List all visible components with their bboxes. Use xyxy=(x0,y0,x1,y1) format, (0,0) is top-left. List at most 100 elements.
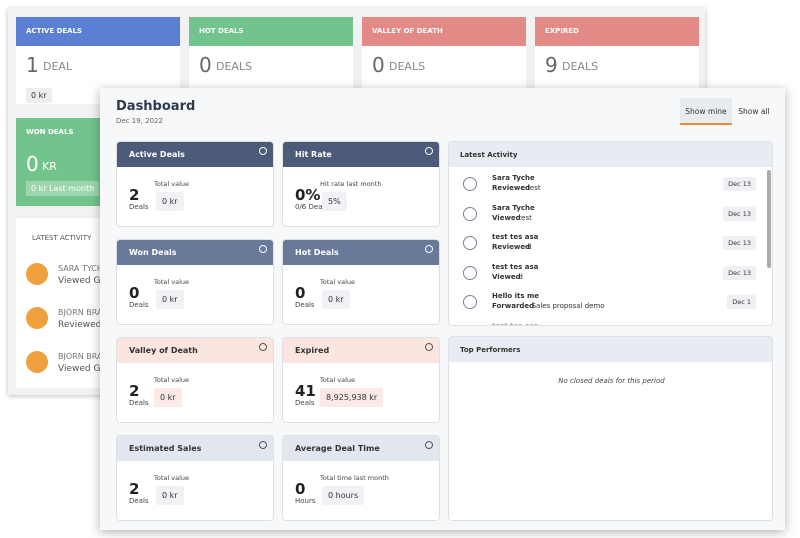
avatar-icon xyxy=(26,307,48,329)
activity-icon xyxy=(463,324,477,325)
metric-sub-value: 0 hours xyxy=(322,486,365,505)
tile-count: 1 xyxy=(26,53,39,77)
metric-unit: Deals xyxy=(129,497,149,505)
metric-tile[interactable]: Estimated Sales 2 Deals Total value 0 kr xyxy=(116,435,274,521)
metric-header: Estimated Sales xyxy=(117,436,273,461)
metric-sub-label: Total value xyxy=(154,180,190,188)
activity-icon xyxy=(463,236,477,250)
metric-tile[interactable]: Average Deal Time 0 Hours Total time last m… xyxy=(282,435,440,521)
activity-panel: Latest Activity Sara Tyche Reviewed test Dec… xyxy=(448,141,773,326)
activity-action: Viewed Glo xyxy=(58,276,109,286)
tile-amount: 0 kr xyxy=(26,88,52,103)
activity-name: SARA TYCHE xyxy=(58,264,108,273)
metric-tile[interactable]: Expired 41 Deals Total value 8,925,938 kr xyxy=(282,337,440,423)
metric-sub-label: Total time last month xyxy=(320,474,389,482)
info-icon xyxy=(259,245,267,253)
activity-object: test xyxy=(518,213,532,222)
tab[interactable]: Show all xyxy=(738,107,770,116)
metric-sub-value: 0 kr xyxy=(154,388,182,407)
metric-value: 2 xyxy=(129,186,140,204)
panel-header: Latest Activity xyxy=(449,142,772,167)
metric-sub-value: 0 kr xyxy=(156,192,184,211)
metric-sub-label: Total value xyxy=(320,376,356,384)
metric-sub-label: Total value xyxy=(154,474,190,482)
info-icon xyxy=(425,245,433,253)
info-icon xyxy=(259,441,267,449)
tile-unit: KR xyxy=(42,160,57,173)
tab[interactable]: Show mine xyxy=(680,98,732,125)
activity-date: Dec 13 xyxy=(723,236,756,250)
metric-sub-value: 0 kr xyxy=(156,290,184,309)
activity-name: Hello its me xyxy=(492,292,540,300)
activity-action: Viewed xyxy=(492,272,521,281)
metric-unit: 0/6 Deals xyxy=(295,203,329,211)
metric-value: 0 xyxy=(129,284,140,302)
top-performers-panel: Top Performers No closed deals for this p… xyxy=(448,336,773,521)
activity-icon xyxy=(463,265,477,280)
activity-name: test tes asa xyxy=(492,233,539,241)
date: Dec 19, 2022 xyxy=(116,117,163,125)
activity-action: Viewed Glo xyxy=(58,364,109,374)
info-icon xyxy=(425,343,433,351)
metric-value: 2 xyxy=(129,382,140,400)
tile-unit: DEAL xyxy=(43,60,73,73)
metric-header: Active Deals xyxy=(117,142,273,167)
metric-value: 2 xyxy=(129,480,140,498)
activity-date: Dec 13 xyxy=(723,265,756,280)
tile-count: 0 xyxy=(199,53,212,77)
metric-tile[interactable]: Hit Rate 0% 0/6 Deals Hit rate last month 5% xyxy=(282,141,440,227)
activity-name: BJÖRN BRAT xyxy=(58,352,107,361)
tile-header: EXPIRED xyxy=(535,17,699,46)
activity-name: test tes asa xyxy=(492,262,539,271)
activity-icon xyxy=(463,206,477,221)
info-icon xyxy=(425,147,433,155)
activity-icon xyxy=(463,295,477,309)
metric-sub-label: Total value xyxy=(320,278,356,286)
metric-sub-label: Hit rate last month xyxy=(320,180,382,188)
info-icon xyxy=(259,147,267,155)
scrollbar xyxy=(767,170,771,268)
tile-unit: DEALS xyxy=(562,60,599,73)
tile-header: HOT DEALS xyxy=(189,17,353,46)
metric-sub-label: Total value xyxy=(154,376,190,384)
metric-value: 0 xyxy=(295,480,306,498)
metric-value: 41 xyxy=(295,382,316,400)
metric-unit: Hours xyxy=(295,497,316,505)
deal-tile[interactable]: ACTIVE DEALS 1 DEAL 0 kr xyxy=(16,17,180,104)
dashboard-card: Dashboard Dec 19, 2022 Show mine Show al… xyxy=(100,88,785,530)
metric-header: Average Deal Time xyxy=(283,436,439,461)
activity-action: Reviewed xyxy=(492,243,531,251)
metric-header: Valley of Death xyxy=(117,338,273,363)
tile-count: 0 xyxy=(26,152,39,176)
panel-header: Top Performers xyxy=(449,337,772,362)
activity-date: Dec 1 xyxy=(727,295,756,309)
activity-icon xyxy=(463,177,477,191)
info-icon xyxy=(259,343,267,351)
metric-sub-value: 0 kr xyxy=(322,290,350,309)
metric-sub-value: 5% xyxy=(322,192,347,211)
activity-name: Sara Tyche xyxy=(492,174,535,182)
metric-value: 0 xyxy=(295,284,306,302)
empty-message: No closed deals for this period xyxy=(558,377,665,385)
activity-object: d xyxy=(518,272,523,281)
metric-tile[interactable]: Active Deals 2 Deals Total value 0 kr xyxy=(116,141,274,227)
metric-sub-label: Total value xyxy=(154,278,190,286)
metric-header: Hit Rate xyxy=(283,142,439,167)
tile-unit: DEALS xyxy=(216,60,253,73)
activity-title[interactable]: LATEST ACTIVITY xyxy=(32,234,92,242)
tile-header: ACTIVE DEALS xyxy=(16,17,180,46)
tile-header: WON DEALS xyxy=(26,128,74,136)
metric-tile[interactable]: Won Deals 0 Deals Total value 0 kr xyxy=(116,239,274,325)
avatar-icon xyxy=(26,263,48,285)
activity-action: Forwarded xyxy=(492,302,535,310)
metric-tile[interactable]: Valley of Death 2 Deals Total value 0 kr xyxy=(116,337,274,423)
metric-unit: Deals xyxy=(295,399,315,407)
activity-date: Dec 13 xyxy=(723,177,756,191)
tile-amount: 0 kr Last month xyxy=(26,181,100,196)
activity-action: Viewed xyxy=(492,213,521,222)
activity-object: d xyxy=(527,243,532,251)
metric-tile[interactable]: Hot Deals 0 Deals Total value 0 kr xyxy=(282,239,440,325)
tile-unit: DEALS xyxy=(389,60,426,73)
metric-unit: Deals xyxy=(129,301,149,309)
